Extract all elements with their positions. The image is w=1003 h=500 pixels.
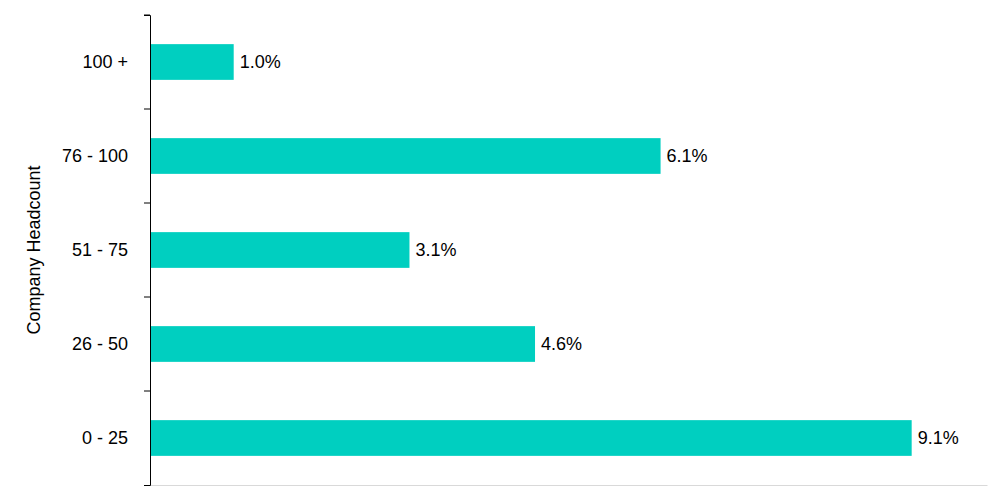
data-label: 1.0% [240,52,281,72]
data-label: 4.6% [541,334,582,354]
tick-label: 51 - 75 [72,240,128,260]
bar [150,326,535,362]
x-axis [151,485,988,486]
bar [150,420,912,456]
category-divider [144,109,150,110]
tick-label: 100 + [82,52,128,72]
tick: 0 - 25 [82,428,150,448]
tick: 76 - 100 [62,146,150,166]
data-label: 9.1% [918,428,959,448]
category-dividers [144,15,150,391]
tick: 51 - 75 [72,240,150,260]
tick: 26 - 50 [72,334,150,354]
category-divider [144,15,150,16]
data-label: 3.1% [415,240,456,260]
x-axis-line [151,485,988,486]
data-labels: 9.1% 4.6% 3.1% 6.1% 1.0% [240,52,959,448]
plot: 0 - 25 26 - 50 51 - 75 76 - 100 100 + 9.1% 4.6… [62,15,988,486]
bar [150,44,234,80]
y-axis: 0 - 25 26 - 50 51 - 75 76 - 100 100 + [62,16,151,486]
bar [150,138,661,174]
tick-label: 26 - 50 [72,334,128,354]
tick-label: 76 - 100 [62,146,128,166]
data-label: 6.1% [667,146,708,166]
y-axis-line [144,16,151,486]
chart: 0 - 25 26 - 50 51 - 75 76 - 100 100 + 9.1% 4.6… [0,0,1003,500]
category-divider [144,297,150,298]
tick: 100 + [82,52,150,72]
axis-title: Company Headcount [24,165,44,334]
category-divider [144,203,150,204]
bar [150,232,409,268]
category-divider [144,391,150,392]
bars [150,44,912,456]
tick-label: 0 - 25 [82,428,128,448]
